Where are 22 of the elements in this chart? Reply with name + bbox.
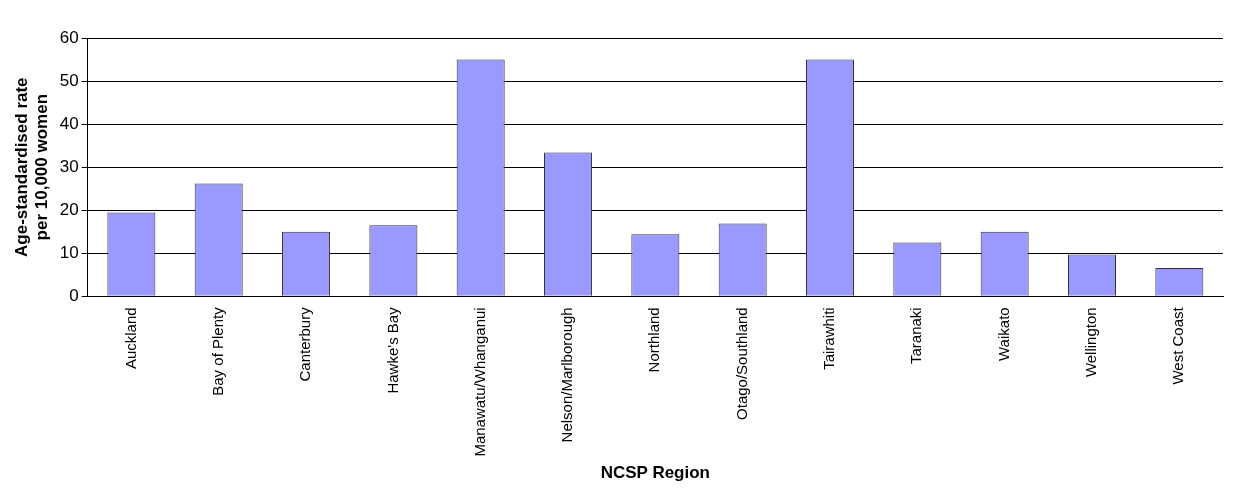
y-axis-title: Age-standardised rate per 10,000 women [11,77,52,257]
y-tick-label: 60 [59,27,79,47]
x-tick-label: Tairawhiti [820,307,838,370]
y-tick-label: 40 [59,113,79,133]
x-tick-label: Wellington [1082,307,1100,378]
x-tick-label: Canterbury [296,306,314,382]
x-tick-label: Bay of Plenty [208,306,226,396]
x-tick-label: Hawke's Bay [383,306,401,394]
y-tick-label: 20 [59,199,79,219]
y-tick-label: 30 [59,156,79,176]
x-tick-label: Nelson/Marlborough [558,307,576,443]
x-tick-label: Waikato [994,307,1012,361]
x-tick-label: Auckland [121,307,139,370]
x-tick-label: Manawatu/Whanganui [470,307,488,457]
x-tick-label: Otago/Southland [732,307,750,420]
y-tick-label: 0 [69,286,79,306]
y-tick-label: 50 [59,70,79,90]
x-tick-label: Taranaki [907,307,925,365]
y-tick-label: 10 [59,242,79,262]
x-axis-title: NCSP Region [600,463,710,483]
x-tick-label: West Coast [1169,306,1187,385]
x-tick-label: Northland [645,307,663,373]
